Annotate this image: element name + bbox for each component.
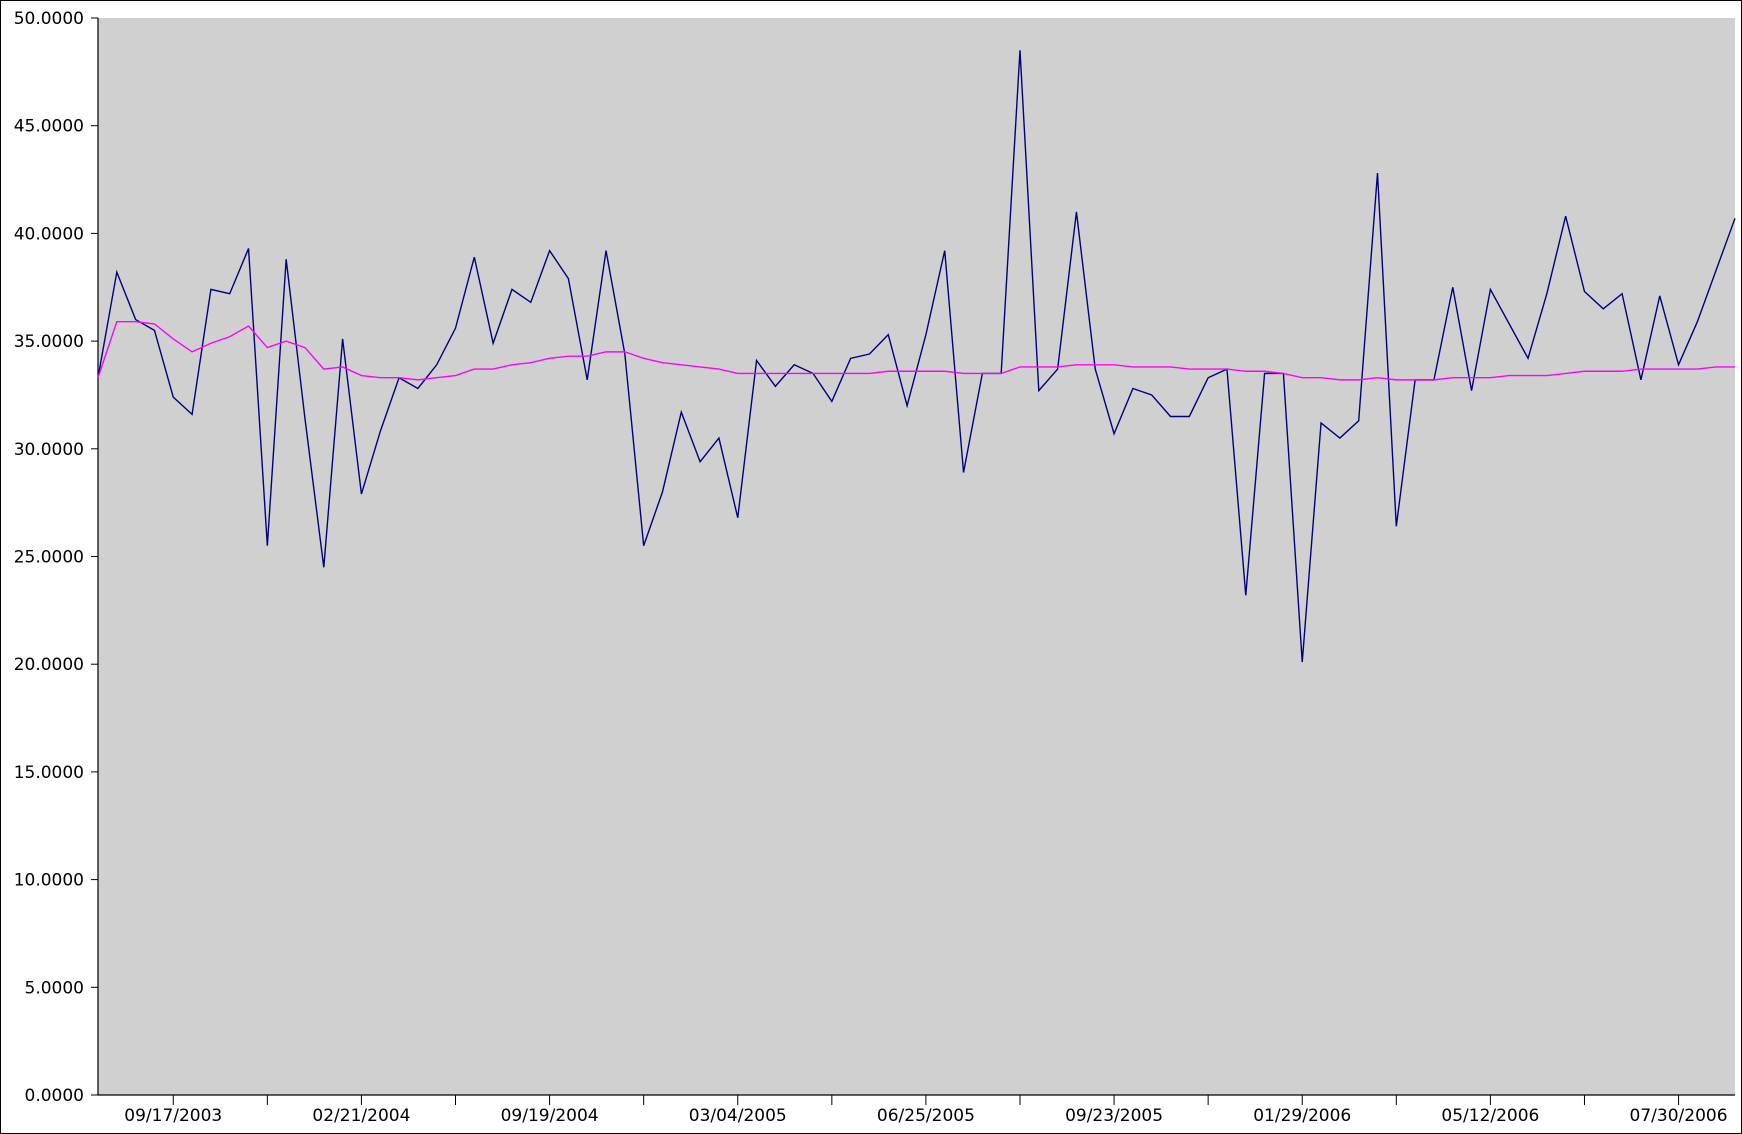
y-axis: 0.0000 5.0000 10.0000 15.0000 20.0000 25.0000… (14, 9, 99, 1106)
series-layer (97, 50, 1736, 663)
y-tick-label: 50.0000 (14, 9, 84, 29)
y-tick-label: 10.0000 (14, 871, 84, 891)
x-tick-label: 09/19/2004 (501, 1106, 599, 1126)
x-tick-label: 01/29/2006 (1253, 1106, 1351, 1126)
y-tick-label: 40.0000 (14, 224, 84, 244)
y-tick-label: 15.0000 (14, 763, 84, 783)
series-1-line (97, 50, 1736, 663)
series-2-line (97, 321, 1735, 381)
y-tick-label: 35.0000 (14, 332, 84, 352)
y-tick-label: 25.0000 (14, 548, 84, 568)
x-tick-label: 06/25/2005 (877, 1106, 975, 1126)
x-tick-label: 09/17/2003 (124, 1106, 222, 1126)
y-tick-label: 30.0000 (14, 440, 84, 460)
x-tick-label: 02/21/2004 (312, 1106, 410, 1126)
plot-area (98, 18, 1735, 1095)
y-tick-label: 5.0000 (25, 978, 84, 998)
y-tick-label: 20.0000 (14, 655, 84, 675)
x-tick-label: 09/23/2005 (1065, 1106, 1163, 1126)
y-tick-label: 0.0000 (25, 1086, 84, 1106)
x-tick-label: 07/30/2006 (1630, 1106, 1728, 1126)
x-tick-label: 03/04/2005 (689, 1106, 787, 1126)
x-axis: 09/17/2003 02/21/2004 09/19/2004 03/04/2005… (98, 1094, 1735, 1126)
y-tick-label: 45.0000 (14, 117, 84, 137)
x-tick-label: 05/12/2006 (1441, 1106, 1539, 1126)
